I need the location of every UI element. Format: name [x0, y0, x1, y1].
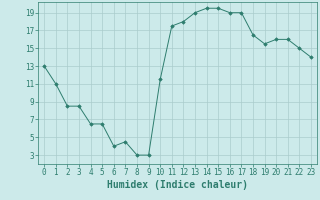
X-axis label: Humidex (Indice chaleur): Humidex (Indice chaleur) — [107, 180, 248, 190]
